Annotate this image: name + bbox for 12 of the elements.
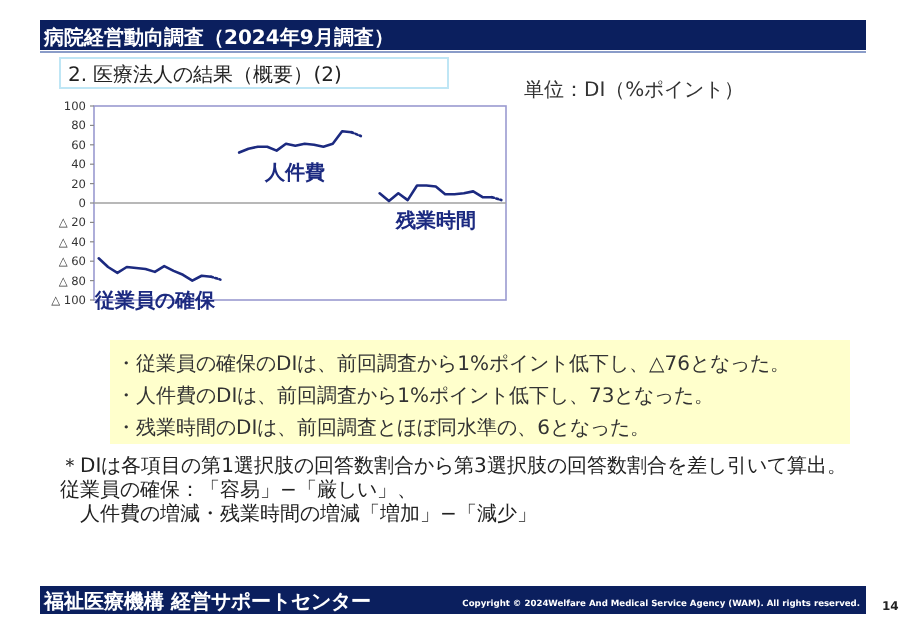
text: ・残業時間のDIは、前回調査とほぼ同水準の、6となった。 [116,416,651,440]
text: 人件費の増減・残業時間の増減「増加」−「減少」 [80,502,537,526]
text: 単位：DI（%ポイント） [524,78,745,102]
chart-subtitle: 2. 医療法人の結果（概要）(2) [68,63,342,87]
text: ・人件費のDIは、前回調査から1%ポイント低下し、73となった。 [116,384,715,408]
text: 福祉医療機構 経営サポートセンター [42,590,371,614]
series-label: 従業員の確保 [92,288,217,313]
series-label: 残業時間 [393,209,476,234]
series-label: 人件費 [263,160,326,185]
text: ＊DIは各項目の第1選択肢の回答数割合から第3選択肢の回答数割合を差し引いて算出。従業員の確保：「容易」−「厳しい」、 [60,454,847,502]
chart-title: 病院経営動向調査（2024年9月調査） [42,26,394,50]
text: ・従業員の確保のDIは、前回調査から1%ポイント低下し、△76となった。 [116,352,790,376]
